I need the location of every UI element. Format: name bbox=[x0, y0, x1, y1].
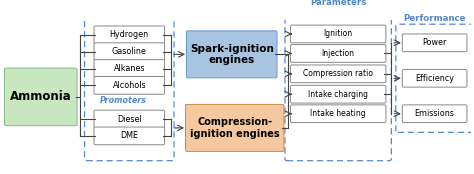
Text: Ammonia: Ammonia bbox=[10, 90, 72, 103]
Text: Hydrogen: Hydrogen bbox=[110, 30, 149, 39]
FancyBboxPatch shape bbox=[94, 60, 164, 77]
Text: Intake heating: Intake heating bbox=[310, 109, 366, 118]
Text: Emissions: Emissions bbox=[415, 109, 455, 118]
Text: Parameters: Parameters bbox=[310, 0, 366, 7]
FancyBboxPatch shape bbox=[291, 45, 386, 62]
Text: Gasoline: Gasoline bbox=[112, 47, 147, 56]
Text: DME: DME bbox=[120, 131, 138, 140]
FancyBboxPatch shape bbox=[4, 68, 77, 126]
FancyBboxPatch shape bbox=[291, 65, 386, 83]
Text: Alkanes: Alkanes bbox=[114, 64, 145, 73]
Text: Compression-
ignition engines: Compression- ignition engines bbox=[190, 117, 280, 139]
FancyBboxPatch shape bbox=[402, 105, 467, 123]
FancyBboxPatch shape bbox=[185, 104, 284, 151]
Text: Compression ratio: Compression ratio bbox=[303, 69, 373, 78]
FancyBboxPatch shape bbox=[402, 69, 467, 87]
FancyBboxPatch shape bbox=[94, 26, 164, 44]
Text: Injection: Injection bbox=[322, 49, 355, 58]
Text: Intake charging: Intake charging bbox=[308, 90, 368, 99]
FancyBboxPatch shape bbox=[94, 127, 164, 145]
FancyBboxPatch shape bbox=[94, 77, 164, 94]
Text: Performance: Performance bbox=[403, 14, 466, 23]
FancyBboxPatch shape bbox=[402, 34, 467, 52]
FancyBboxPatch shape bbox=[291, 25, 386, 43]
Text: Power: Power bbox=[422, 38, 447, 47]
Text: Spark-ignition
engines: Spark-ignition engines bbox=[190, 44, 273, 65]
FancyBboxPatch shape bbox=[94, 110, 164, 128]
FancyBboxPatch shape bbox=[291, 105, 386, 123]
FancyBboxPatch shape bbox=[291, 85, 386, 103]
Text: Promoters: Promoters bbox=[100, 96, 147, 105]
Text: Efficiency: Efficiency bbox=[415, 74, 454, 83]
Text: Alcohols: Alcohols bbox=[112, 81, 146, 90]
Text: Ignition: Ignition bbox=[324, 29, 353, 38]
FancyBboxPatch shape bbox=[186, 31, 277, 78]
Text: Diesel: Diesel bbox=[117, 114, 142, 124]
FancyBboxPatch shape bbox=[94, 43, 164, 61]
